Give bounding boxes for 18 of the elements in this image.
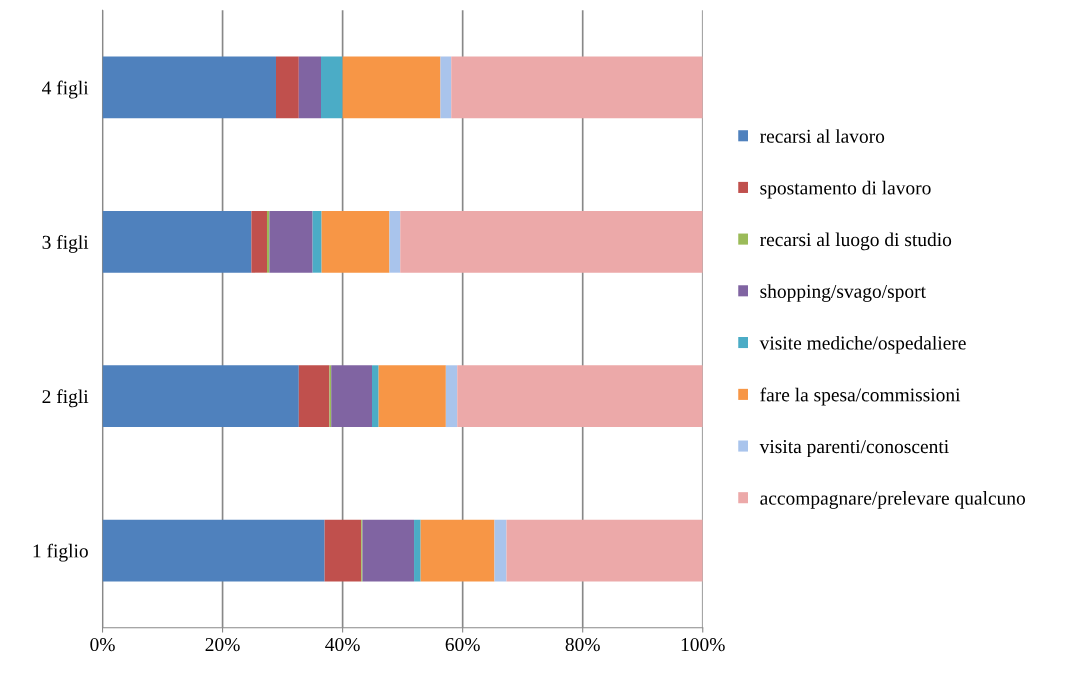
x-tick-label: 40% — [325, 637, 360, 652]
x-tick-label: 100% — [681, 637, 725, 652]
legend-label: shopping/svago/sport — [760, 284, 926, 302]
y-tick-label: 3 figli — [42, 234, 89, 253]
legend-label: visita parenti/conoscenti — [759, 440, 949, 458]
x-tick-label: 60% — [445, 637, 480, 652]
y-tick-label: 1 figlio — [33, 543, 88, 562]
y-tick-label: 4 figli — [42, 80, 89, 99]
legend-label: accompagnare/prelevare qualcuno — [760, 491, 1026, 509]
legend-label: visite mediche/ospedaliere — [759, 335, 966, 354]
x-tick-label: 20% — [205, 637, 240, 652]
legend-label: fare la spesa/commissioni — [760, 387, 961, 406]
legend-label: spostamento di lavoro — [760, 180, 931, 199]
legend-label: recarsi al lavoro — [760, 129, 885, 143]
legend-label: recarsi al luogo di studio — [760, 232, 952, 251]
x-tick-label: 80% — [565, 637, 600, 652]
x-tick-label: 0% — [90, 637, 115, 652]
y-tick-label: 2 figli — [42, 389, 89, 408]
